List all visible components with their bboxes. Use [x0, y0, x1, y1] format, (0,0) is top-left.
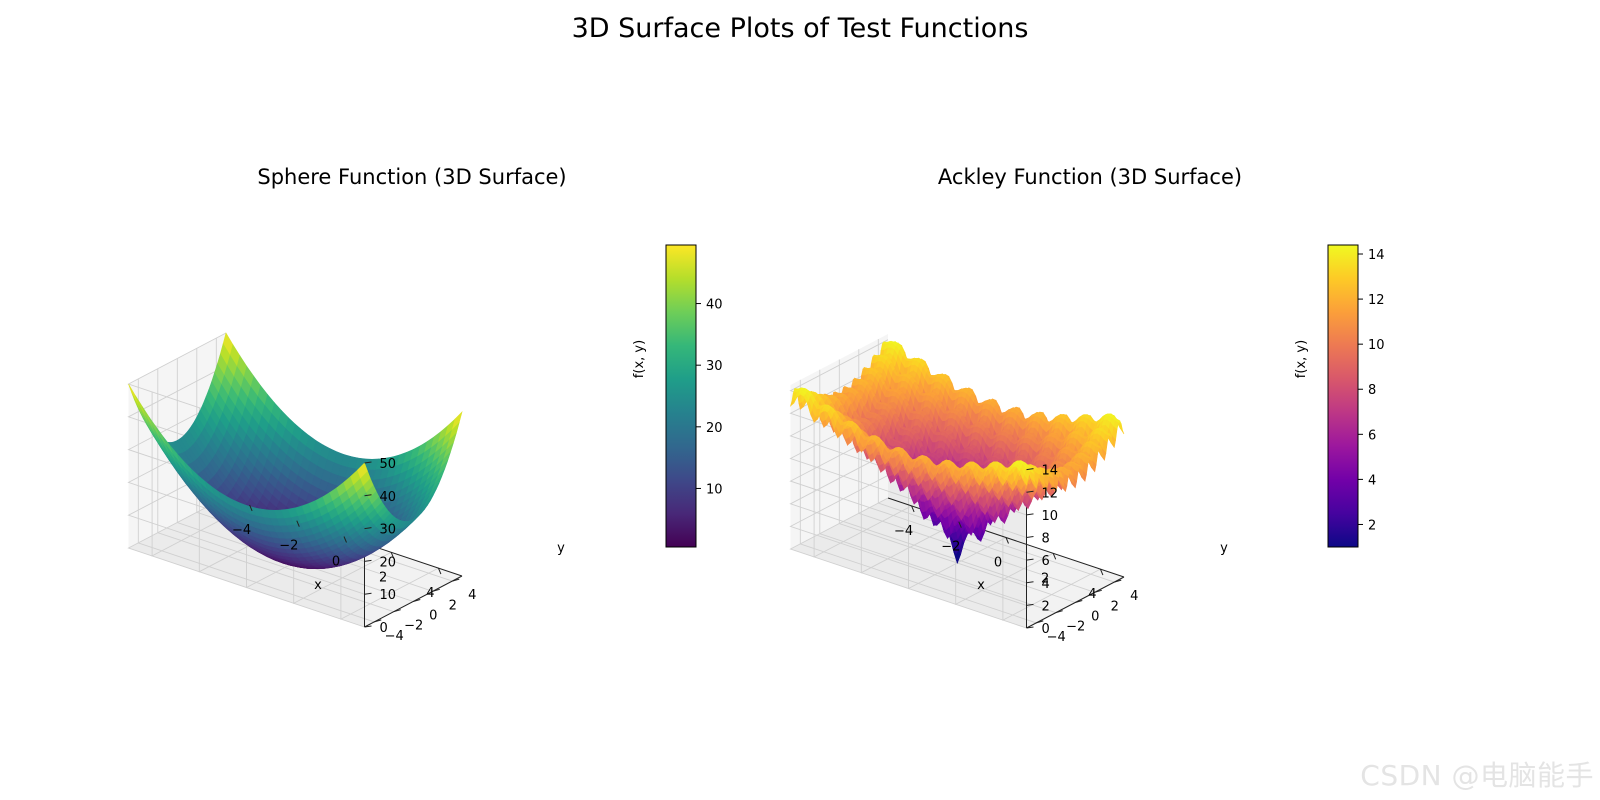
x-tick-label: 4 [426, 586, 434, 601]
subplot-title: Ackley Function (3D Surface) [938, 165, 1242, 189]
y-tick-label: 0 [429, 609, 437, 624]
z-gridline [789, 475, 1027, 606]
z-tick-label: 40 [380, 490, 397, 505]
z-tick [364, 494, 372, 497]
z-tick-label: 10 [380, 588, 397, 603]
z-tick [364, 625, 372, 628]
x-tick [296, 520, 300, 527]
y-tick-label: −4 [385, 629, 404, 644]
z-gridline [127, 496, 365, 628]
z-gridline [789, 497, 1027, 629]
y-tick [413, 599, 421, 602]
x-tick-label: 0 [332, 555, 340, 570]
colorbar-tick-label: 10 [706, 482, 723, 497]
x-tick-label: 2 [379, 570, 387, 585]
y-tick [432, 588, 440, 592]
subplot-sphere: Sphere Function (3D Surface) −4−2024−4−2… [127, 165, 723, 644]
z-tick-label: 0 [380, 621, 388, 636]
x-tick [390, 552, 395, 559]
z-axis-label: f(x, y) [632, 340, 647, 378]
y-tick-label: 2 [449, 598, 457, 613]
z-tick [364, 461, 372, 464]
y-tick-label: −2 [404, 619, 423, 634]
y-tick [393, 609, 401, 613]
y-tick [374, 619, 382, 623]
subplot-ackley: Ackley Function (3D Surface) −4−2024−4−2… [789, 165, 1385, 645]
x-tick [437, 567, 442, 575]
z-tick-label: 20 [380, 555, 397, 570]
z-tick [364, 559, 372, 562]
x-tick [249, 504, 253, 512]
figure-suptitle: 3D Surface Plots of Test Functions [572, 13, 1029, 44]
subplot-title: Sphere Function (3D Surface) [257, 165, 566, 189]
z-tick [364, 592, 372, 595]
x-tick-label: −4 [232, 523, 251, 538]
z-tick [364, 527, 372, 530]
z-tick-label: 30 [380, 523, 397, 538]
z-tick-label: 50 [380, 457, 397, 472]
y-axis-label: y [557, 541, 565, 556]
z-gridline [789, 452, 1027, 584]
colorbar-tick-label: 20 [706, 421, 723, 436]
x-tick-label: −2 [279, 539, 298, 554]
x-axis-label: x [314, 578, 322, 593]
x-tick [343, 536, 347, 543]
y-tick-label: 4 [468, 588, 476, 603]
colorbar-gradient [665, 244, 697, 548]
surface-mesh [128, 332, 463, 570]
y-tick [452, 578, 460, 582]
surface-mesh [789, 340, 1125, 565]
colorbar-tick-label: 40 [706, 298, 723, 313]
colorbar-sphere: 10 20 30 40 [665, 244, 723, 548]
colorbar-tick-label: 30 [706, 359, 723, 374]
